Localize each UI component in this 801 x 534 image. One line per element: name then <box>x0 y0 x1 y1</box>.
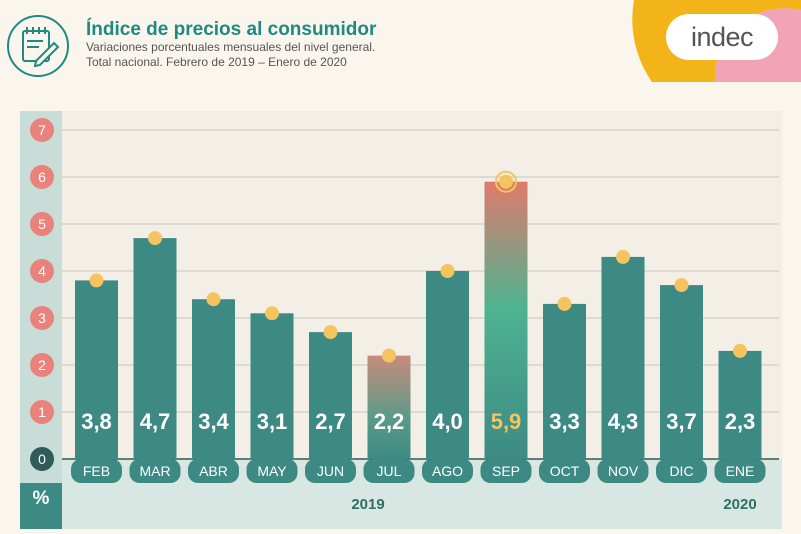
category-label: ABR <box>199 463 228 479</box>
header: Índice de precios al consumidor Variacio… <box>0 0 801 82</box>
value-label: 4,3 <box>608 409 639 434</box>
category-pill <box>363 459 415 483</box>
bar-ago <box>426 271 469 459</box>
y-tick-circle <box>30 165 54 189</box>
category-label: OCT <box>550 463 580 479</box>
category-label: ENE <box>726 463 755 479</box>
value-label: 3,4 <box>198 409 229 434</box>
dot-icon <box>323 325 338 340</box>
value-label: 4,0 <box>432 409 463 434</box>
dot-icon <box>499 174 513 189</box>
dot-icon <box>440 264 455 278</box>
y-tick-label: 2 <box>38 357 46 373</box>
unit-box <box>20 483 62 529</box>
y-tick-circle <box>30 353 54 377</box>
dot-icon <box>616 249 630 264</box>
category-pill <box>422 459 473 483</box>
y-tick-label: 0 <box>38 451 46 467</box>
y-tick-label: 7 <box>38 122 46 138</box>
dot-icon <box>733 343 747 358</box>
subtitle-line1: Variaciones porcentuales mensuales del n… <box>86 40 376 54</box>
y-tick-circle <box>30 400 54 424</box>
value-label: 3,3 <box>549 409 580 434</box>
value-label: 2,7 <box>315 409 346 434</box>
category-label: DIC <box>669 463 693 479</box>
bar-jun <box>309 332 352 459</box>
year-label-2020: 2020 <box>723 496 756 513</box>
y-tick-label: 4 <box>38 263 46 279</box>
y-tick-circle <box>30 447 54 471</box>
category-pill <box>246 459 298 483</box>
y-tick-label: 6 <box>38 169 46 185</box>
bar-oct <box>543 303 586 459</box>
category-label: JUL <box>377 463 402 479</box>
dot-halo <box>495 170 517 193</box>
y-tick-label: 1 <box>38 404 46 420</box>
value-label: 3,7 <box>666 409 697 434</box>
document-pencil-icon <box>7 15 69 77</box>
category-pill <box>480 459 532 483</box>
value-label: 5,9 <box>491 409 522 434</box>
bar-nov <box>601 256 645 459</box>
dot-icon <box>265 306 279 321</box>
category-label: AGO <box>432 463 463 479</box>
y-tick-circle <box>30 118 54 142</box>
bar-jul <box>367 355 411 459</box>
chart-svg: 0 1 2 3 4 5 6 7% 3,8 FEB 4,7 MAR 3,4 ABR 3,1 MAY 2,7 JUN 2… <box>20 111 782 529</box>
year-label-2019: 2019 <box>351 496 384 513</box>
chart: 0 1 2 3 4 5 6 7% 3,8 FEB 4,7 MAR 3,4 ABR 3,1 MAY 2,7 JUN 2… <box>20 111 782 534</box>
dot-icon <box>206 292 221 307</box>
y-tick-circle <box>30 306 54 330</box>
category-pill <box>714 459 766 483</box>
subtitle-line2: Total nacional. Febrero de 2019 – Enero … <box>86 55 347 69</box>
category-label: MAR <box>139 463 170 479</box>
y-tick-circle <box>30 212 54 236</box>
value-label: 2,3 <box>725 409 756 434</box>
category-label: FEB <box>83 463 110 479</box>
logo-text: indec <box>690 22 754 52</box>
category-label: JUN <box>317 463 344 479</box>
category-label: SEP <box>492 463 520 479</box>
bar-ene <box>718 350 762 459</box>
category-pill <box>539 459 590 483</box>
dot-icon <box>674 278 689 293</box>
bar-dic <box>660 285 703 459</box>
category-pill <box>305 459 356 483</box>
bar-sep <box>484 181 528 459</box>
y-tick-label: 3 <box>38 310 46 326</box>
category-pill <box>656 459 707 483</box>
bar-mar <box>133 238 177 459</box>
bar-abr <box>192 299 235 459</box>
category-pill <box>188 459 239 483</box>
page-title: Índice de precios al consumidor <box>86 19 377 40</box>
value-label: 4,7 <box>140 409 171 434</box>
category-pill <box>71 459 122 483</box>
category-label: NOV <box>608 463 639 479</box>
bar-feb <box>75 280 118 459</box>
value-label: 3,8 <box>81 409 112 434</box>
dot-icon <box>89 273 104 288</box>
category-pill <box>129 459 181 483</box>
y-unit-label: % <box>33 488 50 509</box>
y-tick-circle <box>30 259 54 283</box>
dot-icon <box>557 296 572 311</box>
dot-icon <box>382 348 396 363</box>
value-label: 3,1 <box>257 409 288 434</box>
category-pill <box>597 459 649 483</box>
y-tick-label: 5 <box>38 216 46 232</box>
value-label: 2,2 <box>374 409 405 434</box>
category-label: MAY <box>257 463 287 479</box>
bar-may <box>250 313 294 459</box>
dot-icon <box>148 231 162 246</box>
indec-logo: indec <box>666 14 778 60</box>
